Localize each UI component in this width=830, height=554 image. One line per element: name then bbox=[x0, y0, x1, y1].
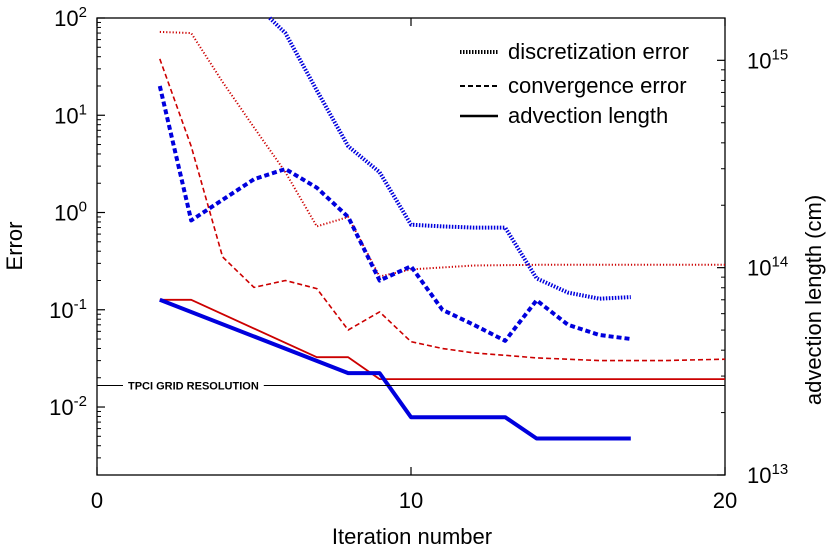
y2-axis-label: advection length (cm) bbox=[801, 195, 826, 405]
x-tick-label: 10 bbox=[399, 488, 423, 513]
y-axis-label: Error bbox=[2, 222, 27, 271]
x-tick-label: 20 bbox=[713, 488, 737, 513]
x-axis-label: Iteration number bbox=[332, 524, 492, 549]
y2-tick-label: 1013 bbox=[747, 461, 788, 488]
series-line-2 bbox=[268, 16, 631, 301]
reference-label-background bbox=[123, 378, 264, 393]
series-group bbox=[157, 16, 726, 441]
series-line-0 bbox=[159, 30, 725, 278]
x-tick-label: 0 bbox=[91, 488, 103, 513]
legend-label-advection: advection length bbox=[508, 103, 668, 128]
y-tick-label: 100 bbox=[54, 199, 87, 226]
y-tick-label: 102 bbox=[54, 4, 87, 31]
series-line-5 bbox=[159, 297, 631, 441]
axis-ticks: 0 10 20 102 101 100 10-1 10-2 1015 1014 1013 bbox=[49, 4, 788, 513]
y-tick-label: 10-1 bbox=[49, 296, 87, 323]
y2-tick-label: 1015 bbox=[747, 46, 788, 73]
series-line-4 bbox=[159, 298, 725, 381]
legend: discretization error convergence error a… bbox=[460, 39, 689, 128]
reference-line-group: TPCI GRID RESOLUTION bbox=[97, 378, 725, 393]
legend-label-convergence: convergence error bbox=[508, 73, 687, 98]
legend-label-discretization: discretization error bbox=[508, 39, 689, 64]
series-line-3 bbox=[157, 85, 632, 343]
y-tick-label: 10-2 bbox=[49, 393, 87, 420]
series-line-1 bbox=[159, 58, 726, 362]
y-tick-label: 101 bbox=[54, 101, 87, 128]
y2-tick-label: 1014 bbox=[747, 254, 788, 281]
reference-line-label: TPCI GRID RESOLUTION bbox=[128, 381, 259, 393]
